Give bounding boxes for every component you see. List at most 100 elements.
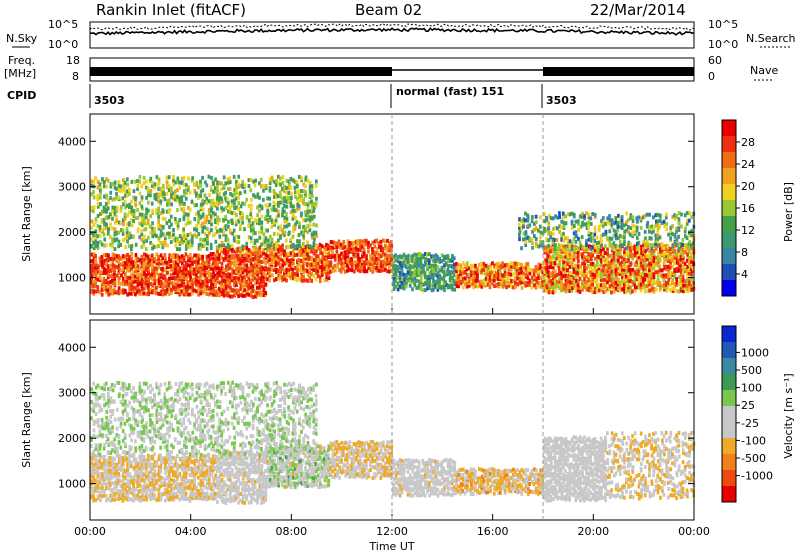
- heat-cell: [573, 247, 576, 252]
- heat-cell: [184, 246, 188, 251]
- heat-cell: [547, 287, 551, 292]
- heat-cell: [308, 266, 311, 271]
- heat-cell: [617, 258, 620, 263]
- heat-cell: [308, 218, 312, 223]
- heat-cell: [137, 227, 140, 232]
- heat-cell: [408, 267, 412, 272]
- heat-cell: [654, 223, 658, 228]
- heat-cell: [522, 217, 526, 222]
- heat-cell: [249, 261, 253, 266]
- heat-cell: [117, 471, 120, 476]
- heat-cell: [591, 245, 595, 250]
- heat-cell: [550, 290, 553, 295]
- heat-cell: [157, 453, 161, 458]
- heat-cell: [122, 262, 125, 267]
- heat-cell: [121, 482, 125, 487]
- heat-cell: [216, 252, 219, 257]
- heat-cell: [107, 456, 111, 460]
- heat-cell: [484, 263, 488, 268]
- heat-cell: [665, 247, 668, 252]
- heat-cell: [677, 211, 681, 215]
- heat-cell: [310, 262, 314, 267]
- noise-axis-low-left: 10^0: [48, 38, 78, 51]
- heat-cell: [155, 234, 158, 238]
- heat-cell: [587, 230, 591, 235]
- heat-cell: [113, 208, 117, 213]
- heat-cell: [568, 248, 572, 253]
- heat-cell: [553, 288, 557, 293]
- heat-cell: [103, 470, 106, 475]
- heat-cell: [617, 213, 620, 218]
- heat-cell: [233, 293, 236, 298]
- heat-cell: [142, 217, 146, 222]
- heat-cell: [180, 272, 184, 277]
- heat-cell: [501, 284, 505, 289]
- heat-cell: [306, 254, 310, 259]
- heat-cell: [247, 204, 251, 208]
- heat-cell: [610, 283, 614, 288]
- heat-cell: [144, 273, 148, 277]
- heat-cell: [123, 492, 127, 497]
- heat-cell: [667, 268, 671, 273]
- heat-cell: [627, 257, 630, 262]
- heat-cell: [195, 266, 198, 271]
- heat-cell: [403, 260, 406, 265]
- heat-cell: [277, 200, 280, 205]
- heat-cell: [195, 183, 199, 187]
- heat-cell: [260, 204, 264, 209]
- heat-cell: [125, 268, 129, 273]
- heat-cell: [520, 276, 524, 281]
- heat-cell: [434, 267, 438, 272]
- heat-cell: [94, 269, 98, 274]
- heat-cell: [610, 261, 614, 266]
- heat-cell: [532, 272, 536, 277]
- heat-cell: [100, 270, 104, 275]
- heat-cell: [121, 470, 125, 475]
- heat-cell: [216, 255, 220, 260]
- heat-cell: [216, 262, 219, 267]
- heat-cell: [100, 488, 104, 493]
- heat-cell: [304, 202, 308, 207]
- heat-cell: [121, 254, 125, 259]
- heat-cell: [107, 472, 110, 477]
- heat-cell: [121, 488, 125, 493]
- heat-cell: [543, 285, 547, 290]
- heat-cell: [518, 232, 521, 237]
- heat-cell: [274, 263, 278, 267]
- heat-cell: [92, 252, 96, 257]
- heat-cell: [350, 260, 354, 265]
- heat-cell: [597, 270, 601, 275]
- heat-cell: [92, 280, 95, 284]
- heat-cell: [310, 199, 313, 204]
- heat-cell: [225, 268, 228, 273]
- heat-cell: [564, 286, 568, 291]
- heat-cell: [333, 244, 337, 249]
- heat-cell: [633, 230, 637, 234]
- heat-cell: [139, 272, 142, 277]
- heat-cell: [296, 259, 299, 264]
- heat-cell: [662, 282, 666, 287]
- heat-cell: [547, 265, 551, 270]
- heat-cell: [207, 279, 211, 284]
- heat-cell: [187, 274, 190, 279]
- heat-cell: [446, 268, 450, 272]
- heat-cell: [226, 284, 230, 289]
- heat-cell: [685, 284, 689, 289]
- heat-cell: [220, 289, 224, 294]
- heat-cell: [277, 273, 281, 278]
- heat-cell: [237, 240, 241, 245]
- heat-cell: [364, 238, 368, 243]
- heat-cell: [145, 195, 148, 200]
- heat-cell: [608, 218, 612, 222]
- heat-cell: [555, 272, 559, 277]
- heat-cell: [551, 281, 555, 286]
- heat-cell: [210, 175, 213, 180]
- heat-cell: [392, 282, 396, 287]
- heat-cell: [639, 258, 643, 262]
- heat-cell: [375, 256, 378, 261]
- heat-cell: [623, 235, 626, 240]
- heat-cell: [421, 288, 425, 293]
- heat-cell: [302, 197, 305, 202]
- heat-cell: [245, 274, 249, 279]
- heat-cell: [149, 262, 152, 267]
